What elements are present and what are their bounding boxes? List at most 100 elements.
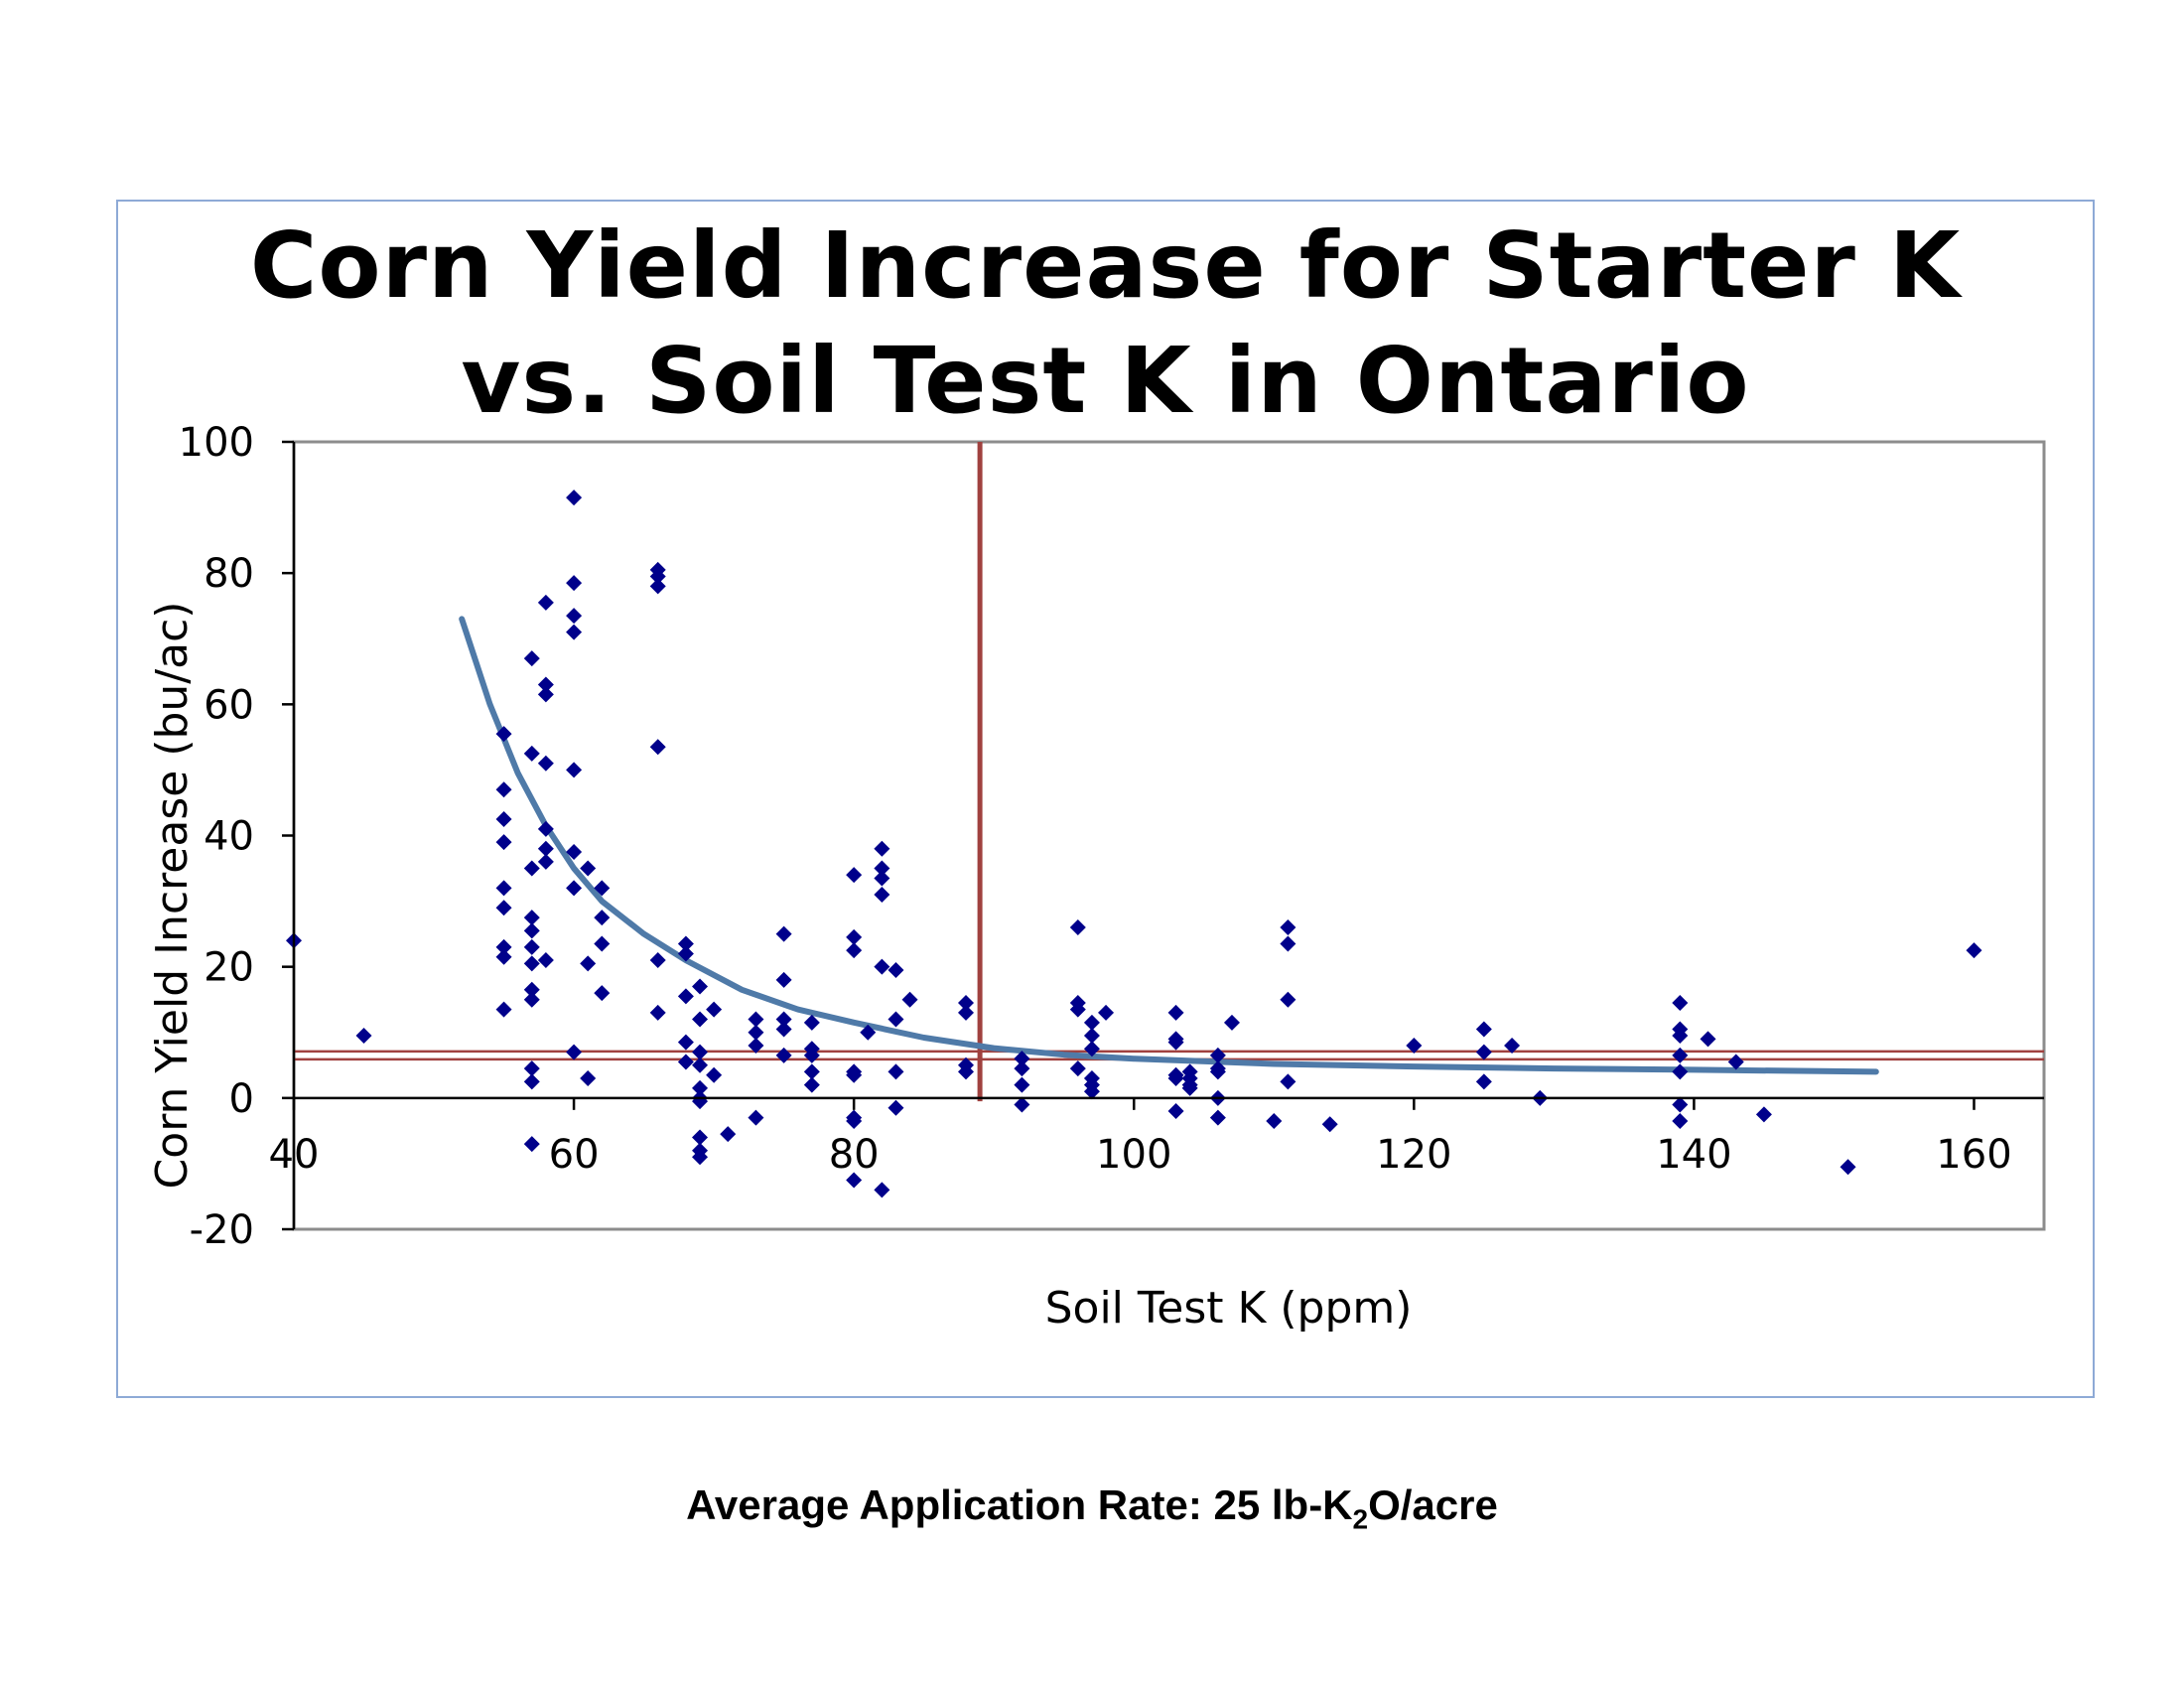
chart-title-line-2: vs. Soil Test K in Ontario — [461, 328, 1750, 434]
data-point — [706, 1066, 723, 1083]
data-point — [523, 650, 540, 667]
trendline — [459, 616, 1879, 1075]
data-point — [537, 853, 554, 870]
data-point — [1209, 1063, 1226, 1080]
data-point — [1083, 1041, 1100, 1057]
data-point — [495, 1001, 512, 1018]
data-point — [901, 991, 918, 1008]
footnote-suffix: O/acre — [1368, 1481, 1498, 1528]
data-point — [803, 1076, 820, 1093]
data-point — [566, 762, 583, 778]
data-point — [692, 1079, 709, 1096]
data-point — [537, 686, 554, 703]
data-point — [1966, 942, 1982, 959]
data-point — [495, 880, 512, 897]
data-point — [580, 955, 597, 972]
data-point — [957, 1063, 974, 1080]
data-point — [1840, 1159, 1856, 1176]
data-point — [537, 820, 554, 837]
data-point — [692, 1149, 709, 1166]
data-point — [1755, 1106, 1772, 1123]
data-point — [1672, 1096, 1689, 1113]
footnote: Average Application Rate: 25 lb-K2O/acre — [0, 1481, 2184, 1535]
data-point — [1083, 1028, 1100, 1045]
y-tick-label: 40 — [204, 814, 254, 860]
data-point — [566, 880, 583, 897]
data-point — [523, 910, 540, 926]
data-point — [1014, 1060, 1030, 1077]
data-point — [1069, 1060, 1086, 1077]
data-point — [1406, 1037, 1423, 1054]
data-point — [495, 781, 512, 798]
data-point — [1321, 1116, 1338, 1133]
data-point — [523, 745, 540, 762]
data-point — [874, 840, 890, 857]
data-point — [748, 1011, 764, 1028]
data-point — [1672, 995, 1689, 1012]
data-point — [803, 1063, 820, 1080]
data-point — [649, 578, 666, 595]
data-point — [1209, 1109, 1226, 1126]
data-point — [677, 988, 694, 1005]
data-point — [1167, 1004, 1184, 1021]
data-point — [523, 1073, 540, 1090]
data-point — [775, 1047, 792, 1063]
data-point — [1266, 1112, 1283, 1129]
data-point — [874, 860, 890, 877]
data-point — [537, 755, 554, 772]
data-point — [649, 739, 666, 756]
data-point — [677, 1054, 694, 1070]
data-point — [1280, 991, 1297, 1008]
data-point — [748, 1024, 764, 1041]
data-point — [566, 608, 583, 625]
y-tick-label: 100 — [179, 420, 254, 466]
chart-title-line-1: Corn Yield Increase for Starter K — [249, 212, 1962, 319]
data-point — [1083, 1014, 1100, 1031]
data-point — [677, 1034, 694, 1051]
data-point — [692, 1011, 709, 1028]
data-point — [748, 1109, 764, 1126]
data-point — [523, 981, 540, 998]
x-axis-label: Soil Test K (ppm) — [1045, 1283, 1413, 1334]
y-tick-label: 0 — [229, 1076, 254, 1122]
data-point — [523, 938, 540, 955]
data-point — [537, 952, 554, 969]
data-point — [720, 1126, 737, 1143]
data-point — [692, 1129, 709, 1146]
data-point — [874, 1182, 890, 1198]
data-point — [846, 1066, 863, 1083]
data-point — [677, 935, 694, 952]
footnote-subscript: 2 — [1352, 1503, 1369, 1535]
data-point — [580, 1070, 597, 1087]
data-point — [692, 1044, 709, 1060]
data-point — [1014, 1051, 1030, 1067]
data-point — [1504, 1037, 1521, 1054]
data-point — [523, 922, 540, 939]
data-point — [887, 1099, 904, 1116]
data-point — [1014, 1076, 1030, 1093]
data-point — [1069, 1001, 1086, 1018]
data-point — [649, 1004, 666, 1021]
data-point — [523, 991, 540, 1008]
y-axis-label: Corn Yield Increase (bu/ac) — [147, 602, 198, 1190]
data-point — [874, 958, 890, 975]
data-point — [1098, 1004, 1115, 1021]
data-point — [1167, 1103, 1184, 1120]
data-point — [1475, 1073, 1492, 1090]
x-tick-label: 160 — [1936, 1132, 2011, 1178]
data-point — [957, 1004, 974, 1021]
data-point — [1209, 1047, 1226, 1063]
data-point — [537, 594, 554, 611]
data-point — [1700, 1031, 1716, 1048]
x-tick-label: 40 — [269, 1132, 320, 1178]
data-point — [1280, 1073, 1297, 1090]
data-point — [846, 867, 863, 884]
axes — [282, 440, 2044, 1231]
data-point — [495, 810, 512, 827]
data-point — [594, 880, 611, 897]
data-point — [887, 961, 904, 978]
data-points — [286, 490, 1982, 1198]
data-point — [775, 971, 792, 988]
data-point — [1475, 1021, 1492, 1038]
